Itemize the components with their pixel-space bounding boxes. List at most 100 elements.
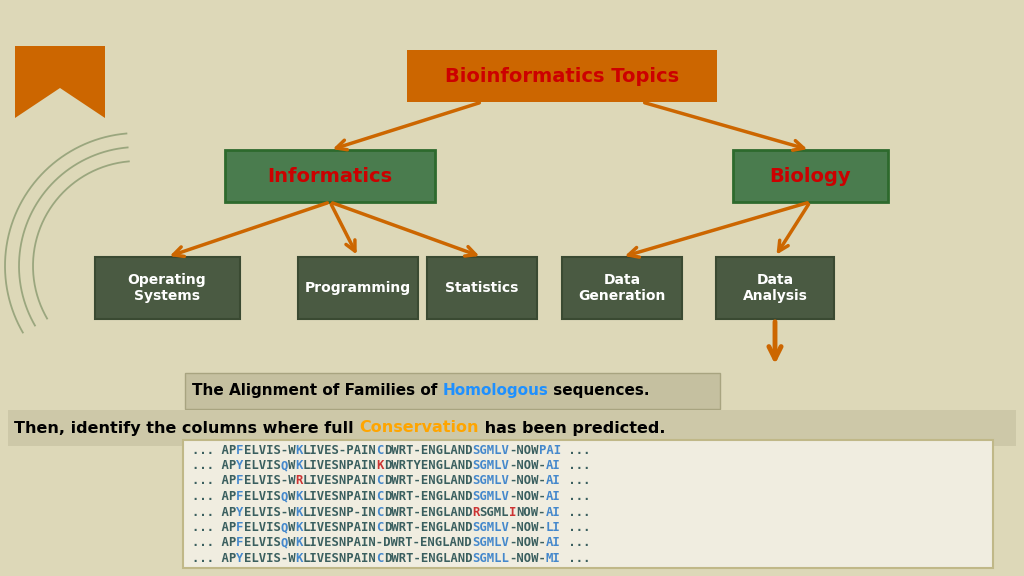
Text: -NOW-: -NOW- — [509, 536, 546, 550]
Text: Y: Y — [237, 552, 244, 565]
Text: Homologous: Homologous — [442, 384, 549, 399]
Text: Programming: Programming — [305, 281, 411, 295]
Text: ... AP: ... AP — [193, 459, 237, 472]
Text: K: K — [295, 552, 303, 565]
Text: PAI: PAI — [539, 444, 561, 457]
Text: LIVESNPAIN-DWRT-ENGLAND: LIVESNPAIN-DWRT-ENGLAND — [303, 536, 472, 550]
Text: LIVESNPAIN: LIVESNPAIN — [303, 552, 377, 565]
Text: ... AP: ... AP — [193, 506, 237, 518]
Text: C: C — [377, 506, 384, 518]
FancyBboxPatch shape — [225, 150, 435, 202]
Text: Y: Y — [237, 459, 244, 472]
Text: NOW-: NOW- — [516, 506, 546, 518]
Text: DWRTYENGLAND: DWRTYENGLAND — [384, 459, 472, 472]
Text: ...: ... — [561, 475, 590, 487]
Text: SGMLV: SGMLV — [472, 475, 509, 487]
Text: Informatics: Informatics — [267, 166, 392, 185]
Text: F: F — [237, 536, 244, 550]
Text: Q: Q — [281, 536, 288, 550]
Text: ELVIS: ELVIS — [244, 536, 281, 550]
Text: -NOW-: -NOW- — [509, 490, 546, 503]
Text: C: C — [377, 475, 384, 487]
Text: LIVESNPAIN: LIVESNPAIN — [303, 490, 377, 503]
Text: Data
Analysis: Data Analysis — [742, 273, 808, 303]
Text: I: I — [509, 506, 516, 518]
Text: ... AP: ... AP — [193, 444, 237, 457]
Text: K: K — [295, 490, 303, 503]
Text: ...: ... — [561, 444, 590, 457]
Text: LIVESNPAIN: LIVESNPAIN — [303, 475, 377, 487]
Text: ...: ... — [561, 521, 590, 534]
Text: W: W — [288, 490, 295, 503]
Text: LIVESNPAIN: LIVESNPAIN — [303, 521, 377, 534]
Text: K: K — [295, 444, 303, 457]
Text: SGMLV: SGMLV — [472, 459, 509, 472]
FancyBboxPatch shape — [185, 373, 720, 409]
Text: ... AP: ... AP — [193, 490, 237, 503]
Text: -NOW-: -NOW- — [509, 552, 546, 565]
Text: W: W — [288, 521, 295, 534]
Text: K: K — [295, 521, 303, 534]
Text: ...: ... — [561, 552, 590, 565]
FancyBboxPatch shape — [8, 410, 1016, 446]
Text: F: F — [237, 521, 244, 534]
Text: ... AP: ... AP — [193, 475, 237, 487]
Text: DWRT-ENGLAND: DWRT-ENGLAND — [384, 475, 472, 487]
FancyBboxPatch shape — [427, 257, 537, 319]
Text: W: W — [288, 536, 295, 550]
Text: W: W — [288, 459, 295, 472]
Text: R: R — [472, 506, 479, 518]
Text: DWRT-ENGLAND: DWRT-ENGLAND — [384, 521, 472, 534]
Text: LIVES-PAIN: LIVES-PAIN — [303, 444, 377, 457]
Text: LI: LI — [546, 521, 561, 534]
Text: ELVIS-W: ELVIS-W — [244, 506, 295, 518]
Text: AI: AI — [546, 506, 561, 518]
Text: Y: Y — [237, 506, 244, 518]
FancyBboxPatch shape — [183, 440, 993, 568]
FancyBboxPatch shape — [732, 150, 888, 202]
Text: ELVIS: ELVIS — [244, 521, 281, 534]
Text: K: K — [295, 506, 303, 518]
Text: Data
Generation: Data Generation — [579, 273, 666, 303]
Text: Then, identify the columns where full: Then, identify the columns where full — [14, 420, 359, 435]
Text: F: F — [237, 490, 244, 503]
Text: DWRT-ENGLAND: DWRT-ENGLAND — [384, 552, 472, 565]
Text: R: R — [295, 475, 303, 487]
Text: C: C — [377, 490, 384, 503]
Text: SGMLV: SGMLV — [472, 490, 509, 503]
Text: F: F — [237, 444, 244, 457]
Text: LIVESNPAIN: LIVESNPAIN — [303, 459, 377, 472]
Text: -NOW-: -NOW- — [509, 475, 546, 487]
FancyBboxPatch shape — [94, 257, 240, 319]
Text: C: C — [377, 444, 384, 457]
Text: ... AP: ... AP — [193, 521, 237, 534]
FancyBboxPatch shape — [407, 50, 717, 102]
Text: DWRT-ENGLAND: DWRT-ENGLAND — [384, 444, 472, 457]
Text: Q: Q — [281, 459, 288, 472]
Polygon shape — [15, 46, 105, 118]
Text: LIVESNP-IN: LIVESNP-IN — [303, 506, 377, 518]
Text: -NOW-: -NOW- — [509, 459, 546, 472]
Text: AI: AI — [546, 536, 561, 550]
Text: The Alignment of Families of: The Alignment of Families of — [193, 384, 442, 399]
Text: AI: AI — [546, 459, 561, 472]
Text: SGMLV: SGMLV — [472, 536, 509, 550]
Text: SGMLV: SGMLV — [472, 521, 509, 534]
Text: Biology: Biology — [769, 166, 851, 185]
Text: Q: Q — [281, 490, 288, 503]
Text: sequences.: sequences. — [549, 384, 650, 399]
Text: Conservation: Conservation — [359, 420, 479, 435]
Text: ELVIS-W: ELVIS-W — [244, 444, 295, 457]
Text: DWRT-ENGLAND: DWRT-ENGLAND — [384, 506, 472, 518]
Text: ...: ... — [561, 490, 590, 503]
Text: ...: ... — [561, 536, 590, 550]
Text: AI: AI — [546, 475, 561, 487]
Text: ELVIS: ELVIS — [244, 459, 281, 472]
Text: ... AP: ... AP — [193, 552, 237, 565]
Text: ELVIS-W: ELVIS-W — [244, 552, 295, 565]
Text: SGMLV: SGMLV — [472, 444, 509, 457]
Text: Q: Q — [281, 521, 288, 534]
Text: ELVIS-W: ELVIS-W — [244, 475, 295, 487]
Text: SGML: SGML — [479, 506, 509, 518]
Text: Statistics: Statistics — [445, 281, 519, 295]
